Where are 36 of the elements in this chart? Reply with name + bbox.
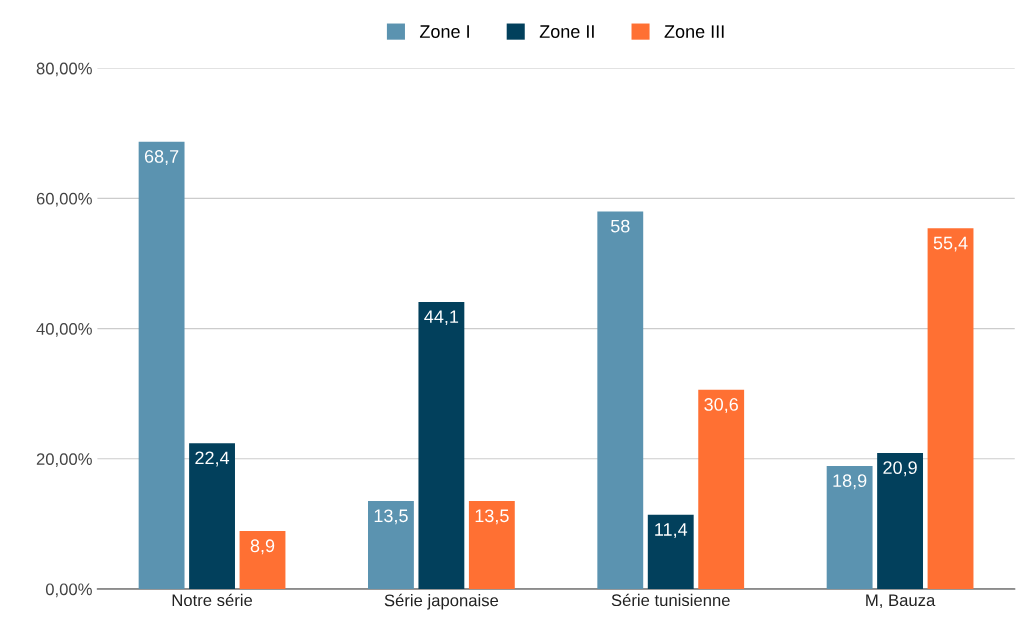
legend-label: Zone III <box>664 25 724 38</box>
legend-label: Zone II <box>539 25 594 38</box>
bar <box>418 301 465 589</box>
data-label: 68,7 <box>144 150 179 165</box>
data-label: 58 <box>610 219 630 233</box>
x-tick-label: Notre série <box>172 593 253 607</box>
data-label: 13,5 <box>475 509 509 525</box>
bar <box>189 443 235 589</box>
bar <box>239 531 286 589</box>
x-tick-label: M, Bauza <box>866 594 936 609</box>
data-label: 44,1 <box>424 310 459 326</box>
bar <box>877 452 924 589</box>
data-label: 8,9 <box>250 539 275 555</box>
x-tick-label: Série japonaise <box>384 593 499 610</box>
bar <box>698 389 745 589</box>
y-tick-label: 20,00% <box>36 453 92 467</box>
bar <box>468 501 515 589</box>
data-label: 13,5 <box>374 509 408 525</box>
bar <box>927 228 974 589</box>
y-tick-label: 0,00% <box>45 583 92 598</box>
bar <box>368 501 414 589</box>
bar <box>597 211 644 589</box>
data-label: 55,4 <box>933 236 968 252</box>
bar <box>647 514 694 589</box>
data-label: 20,9 <box>883 461 917 477</box>
y-tick-label: 40,00% <box>36 323 92 337</box>
x-tick-label: Série tunisienne <box>611 593 730 607</box>
data-label: 11,4 <box>655 523 688 538</box>
bar <box>826 465 873 589</box>
data-label: 30,6 <box>704 398 738 413</box>
y-tick-label: 60,00% <box>36 192 92 207</box>
data-label: 22,4 <box>195 451 230 467</box>
bar <box>138 141 185 589</box>
legend-label: Zone I <box>419 25 469 38</box>
data-label: 18,9 <box>833 474 867 490</box>
y-tick-label: 80,00% <box>36 62 92 77</box>
